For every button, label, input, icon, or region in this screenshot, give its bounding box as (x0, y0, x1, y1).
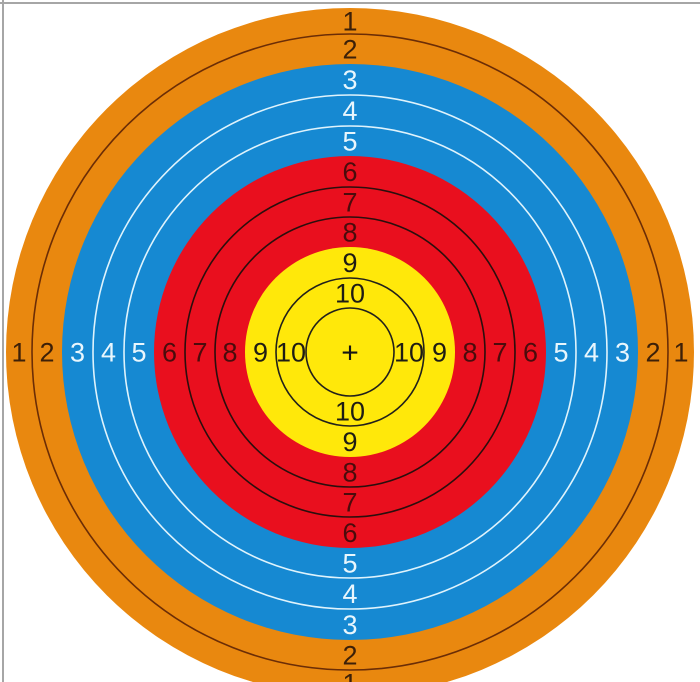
ring-6-divider (184, 186, 516, 518)
ring-3-divider (92, 94, 608, 610)
ring-10-number-top: 10 (335, 279, 365, 309)
ring-4-number-top: 4 (342, 96, 357, 126)
center-plus: + (341, 337, 359, 370)
ring-1-divider (31, 33, 669, 671)
ring-4-divider (123, 125, 577, 579)
ring-7-number-top: 7 (342, 188, 357, 218)
ring-3-number-right: 3 (615, 338, 630, 368)
ring-6-number-bottom: 6 (342, 518, 357, 548)
ring-8-number-top: 8 (342, 218, 357, 248)
ring-1-number-right: 1 (673, 338, 688, 368)
ring-9-divider (275, 277, 425, 427)
ring-10-number-bottom: 10 (335, 397, 365, 427)
ring-10-number-left: 10 (276, 338, 306, 368)
ring-10-divider (305, 307, 395, 397)
ring-7-divider (214, 216, 486, 488)
ring-8-number-left: 8 (222, 338, 237, 368)
ring-9-number-bottom: 9 (342, 427, 357, 457)
ring-5-number-left: 5 (131, 338, 146, 368)
ring-3-number-top: 3 (342, 65, 357, 95)
ring-4-number-bottom: 4 (342, 579, 357, 609)
ring-7-number-bottom: 7 (342, 488, 357, 518)
ring-8-number-bottom: 8 (342, 458, 357, 488)
ring-5-number-top: 5 (342, 127, 357, 157)
ring-7-number-left: 7 (192, 338, 207, 368)
ring-2-number-top: 2 (342, 35, 357, 65)
ring-6-number-top: 6 (342, 157, 357, 187)
ring-9-number-left: 9 (253, 338, 268, 368)
ring-9-number-top: 9 (342, 248, 357, 278)
ring-2-number-left: 2 (39, 338, 54, 368)
ring-6-number-right: 6 (523, 338, 538, 368)
x-ring (306, 308, 394, 396)
ring-2-number-right: 2 (645, 338, 660, 368)
ring-2-number-bottom: 2 (342, 641, 357, 671)
ring-7-number-right: 7 (492, 338, 507, 368)
ring-1-number-top: 1 (342, 7, 357, 37)
ring-5-number-right: 5 (553, 338, 568, 368)
ring-9-number-right: 9 (432, 338, 447, 368)
ring-6-number-left: 6 (162, 338, 177, 368)
ring-1-number-bottom: 1 (342, 669, 357, 682)
ring-3-number-bottom: 3 (342, 610, 357, 640)
ring-3-number-left: 3 (70, 338, 85, 368)
ring-4-number-right: 4 (584, 338, 599, 368)
ring-4-number-left: 4 (101, 338, 116, 368)
ring-10-number-right: 10 (394, 338, 424, 368)
ring-5-number-bottom: 5 (342, 549, 357, 579)
ring-1-number-left: 1 (11, 338, 26, 368)
ring-8-number-right: 8 (462, 338, 477, 368)
